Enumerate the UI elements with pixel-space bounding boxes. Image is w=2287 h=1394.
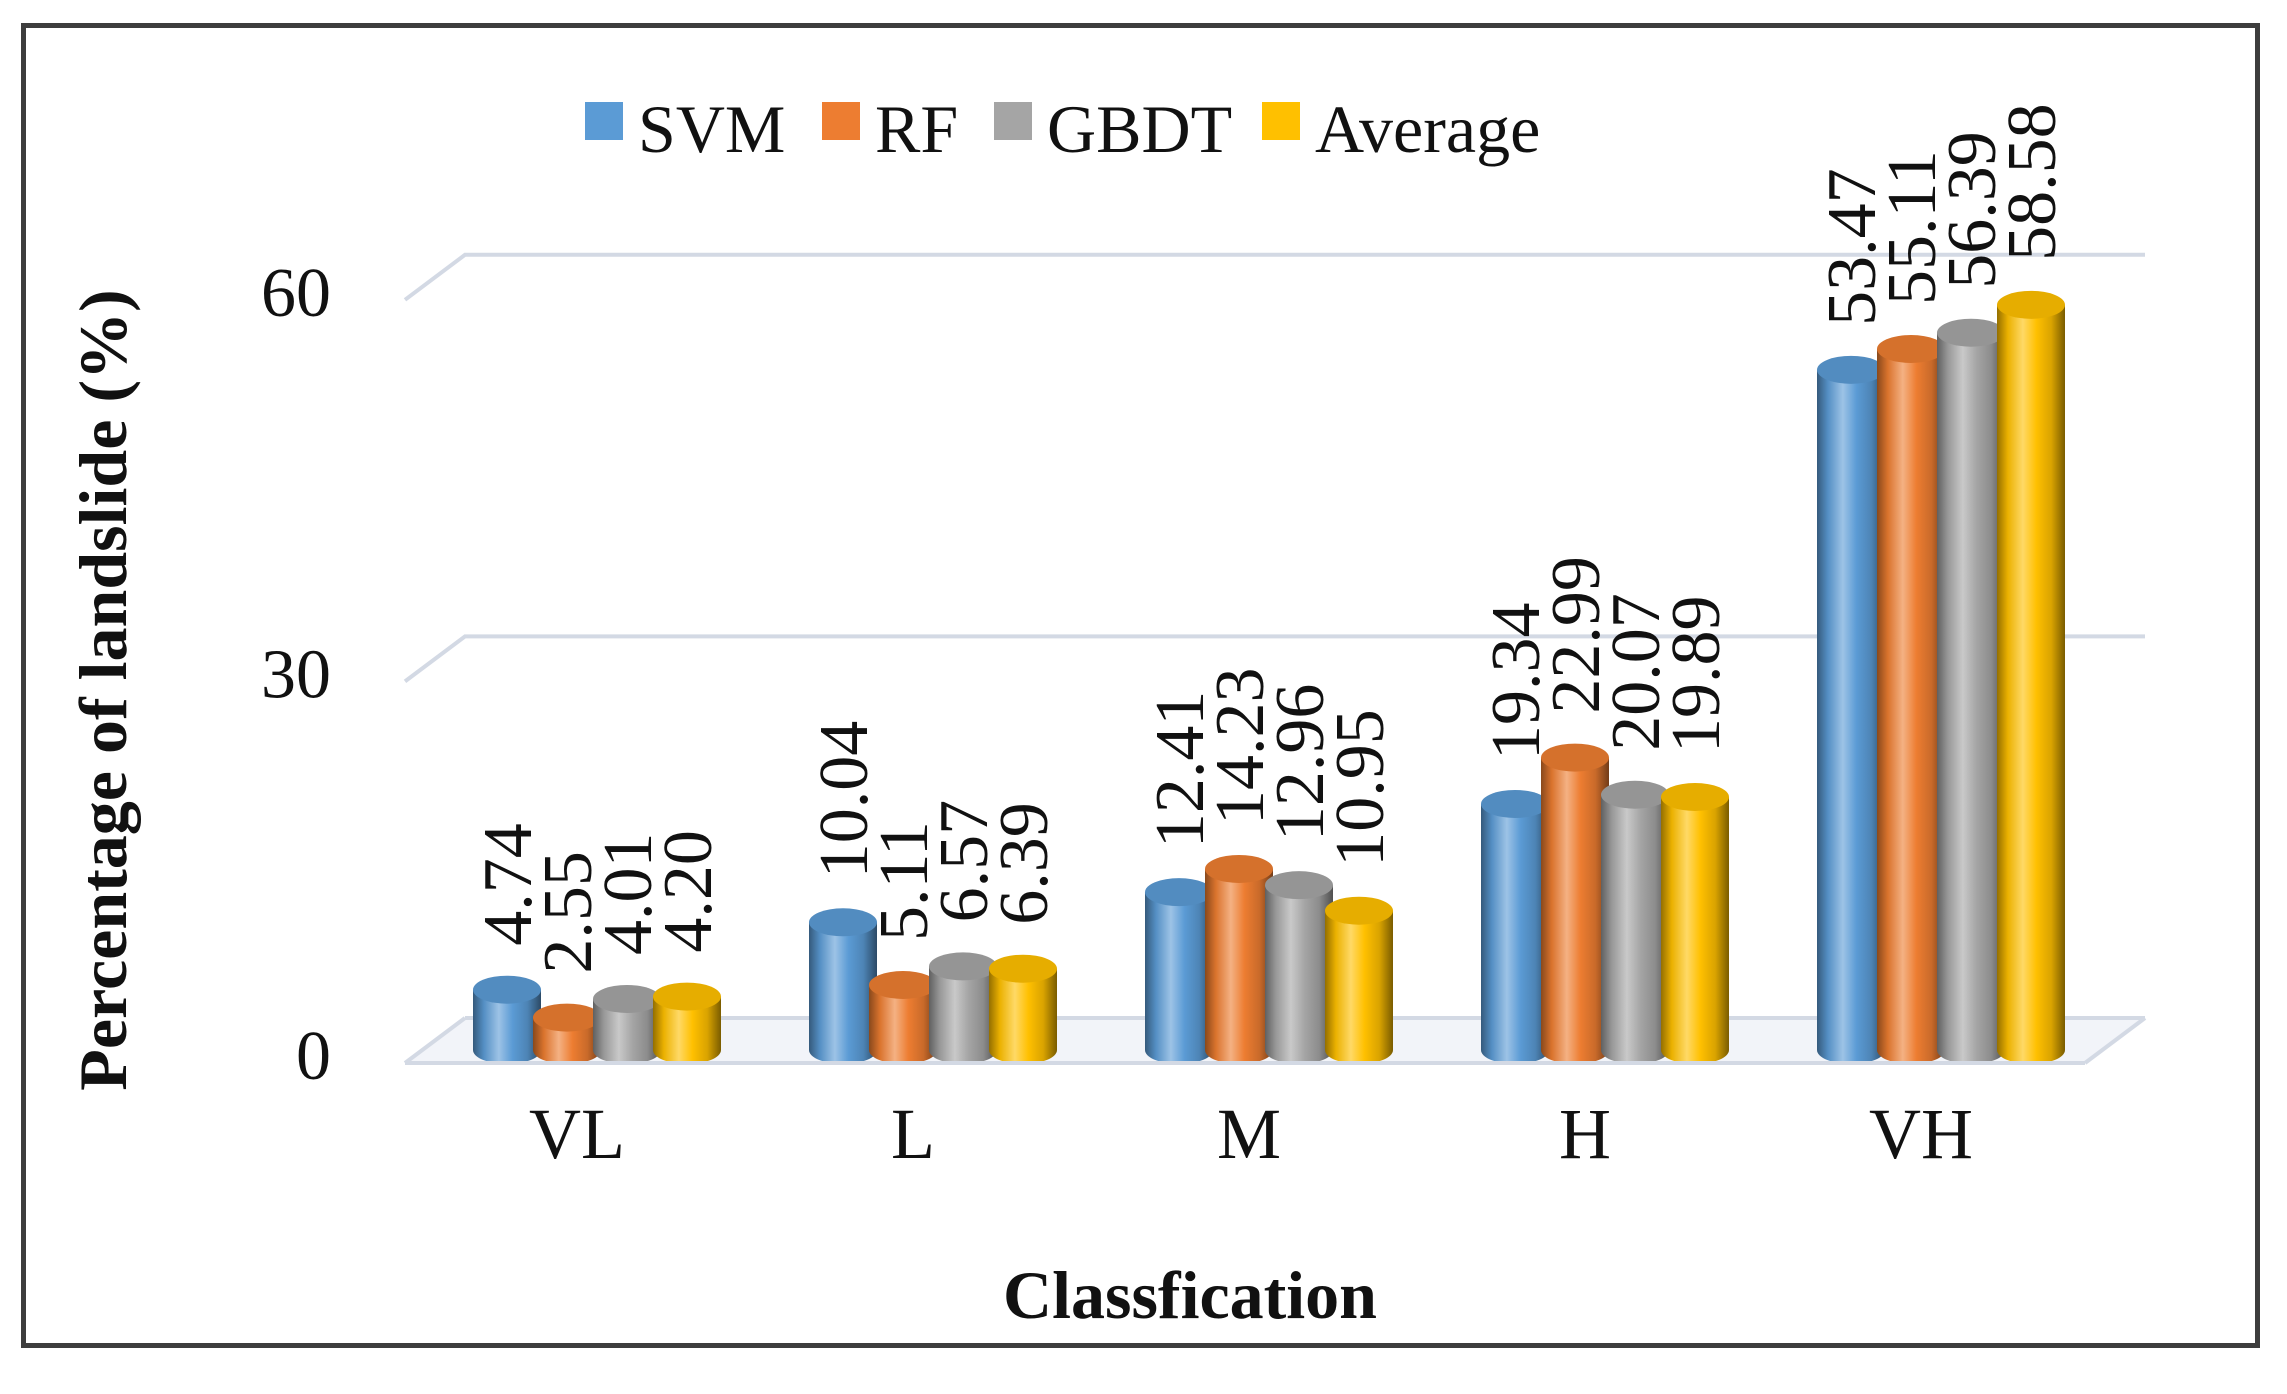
bar-top-Average-L — [989, 954, 1057, 983]
value-label-Average-VL: 4.20 — [650, 830, 727, 953]
value-label-SVM-VH: 53.47 — [1814, 168, 1891, 326]
value-label-Average-M: 10.95 — [1322, 709, 1399, 867]
legend-marker-GBDT — [994, 102, 1032, 140]
legend: SVM RF GBDT Average — [585, 91, 1540, 167]
value-label-RF-H: 22.99 — [1538, 556, 1615, 714]
value-label-GBDT-H: 20.07 — [1598, 593, 1675, 751]
y-tick-0: 0 — [296, 1018, 331, 1095]
bar-Average-VH — [1997, 304, 2065, 1064]
value-label-GBDT-VL: 4.01 — [590, 832, 667, 955]
bar-GBDT-H — [1601, 794, 1669, 1064]
value-labels: 4.742.554.014.20 10.045.116.576.39 12.4114… — [470, 103, 2071, 973]
bar-SVM-L — [809, 922, 877, 1064]
bar-top-GBDT-L — [929, 952, 997, 981]
bar-top-SVM-L — [809, 908, 877, 937]
chart-border — [21, 23, 2260, 1348]
y-tick-30: 30 — [261, 636, 331, 713]
legend-item-RF: RF — [822, 91, 958, 167]
legend-item-Average: Average — [1262, 91, 1540, 167]
x-category-labels: VL L M H VH — [529, 1094, 1973, 1174]
value-label-RF-VH: 55.11 — [1874, 150, 1951, 305]
bar-SVM-VH — [1817, 369, 1885, 1065]
x-category-M: M — [1217, 1094, 1281, 1174]
floor-right-edge — [2083, 1016, 2147, 1065]
legend-item-GBDT: GBDT — [994, 91, 1232, 167]
value-label-RF-VL: 2.55 — [530, 851, 607, 974]
bar-SVM-H — [1481, 803, 1549, 1064]
x-category-VH: VH — [1869, 1094, 1973, 1174]
legend-item-SVM: SVM — [585, 91, 785, 167]
bar-top-RF-VL — [533, 1003, 601, 1032]
bar-top-GBDT-H — [1601, 780, 1669, 809]
bar-GBDT-VH — [1937, 332, 2005, 1064]
x-category-H: H — [1559, 1094, 1611, 1174]
legend-label-GBDT: GBDT — [1047, 91, 1232, 167]
bar-top-SVM-M — [1145, 878, 1213, 907]
bar-Average-L — [989, 968, 1057, 1064]
gridline-60 — [403, 252, 2145, 302]
bar-Average-VL — [653, 996, 721, 1064]
y-axis-title: Percentage of landslide (%) — [65, 289, 141, 1090]
bars — [473, 290, 2065, 1065]
value-label-GBDT-VH: 56.39 — [1934, 131, 2011, 289]
value-label-SVM-L: 10.04 — [806, 721, 883, 879]
bar-top-Average-M — [1325, 896, 1393, 925]
value-label-RF-M: 14.23 — [1202, 667, 1279, 825]
value-label-SVM-VL: 4.74 — [470, 823, 547, 946]
value-label-SVM-M: 12.41 — [1142, 691, 1219, 849]
bar-top-GBDT-VL — [593, 984, 661, 1013]
gridline-30 — [403, 634, 2145, 683]
bar-top-RF-M — [1205, 854, 1273, 883]
floor-left-edge — [403, 1016, 467, 1065]
bar-top-SVM-H — [1481, 789, 1549, 818]
bar-SVM-VL — [473, 989, 541, 1064]
x-category-L: L — [891, 1094, 935, 1174]
bar-top-RF-VH — [1877, 335, 1945, 364]
bar-RF-M — [1205, 868, 1273, 1064]
bar-top-GBDT-VH — [1937, 318, 2005, 347]
value-label-GBDT-M: 12.96 — [1262, 684, 1339, 842]
value-label-GBDT-L: 6.57 — [926, 800, 1003, 923]
legend-label-SVM: SVM — [638, 91, 785, 167]
value-label-Average-VH: 58.58 — [1994, 103, 2071, 261]
value-label-RF-L: 5.11 — [866, 821, 943, 941]
bar-top-RF-L — [869, 971, 937, 1000]
bar-Average-H — [1661, 796, 1729, 1064]
bar-top-Average-VH — [1997, 290, 2065, 319]
bar-SVM-M — [1145, 892, 1213, 1064]
legend-marker-RF — [822, 102, 860, 140]
bar-top-GBDT-M — [1265, 871, 1333, 900]
bar-GBDT-L — [929, 966, 997, 1064]
legend-label-Average: Average — [1315, 91, 1540, 167]
value-label-Average-H: 19.89 — [1658, 595, 1735, 753]
legend-marker-Average — [1262, 102, 1300, 140]
x-category-VL: VL — [529, 1094, 625, 1174]
bar-top-Average-VL — [653, 982, 721, 1011]
legend-marker-SVM — [585, 102, 623, 140]
y-tick-60: 60 — [261, 255, 331, 332]
bar-GBDT-VL — [593, 998, 661, 1064]
bar-Average-M — [1325, 910, 1393, 1064]
x-axis-title: Classfication — [1003, 1257, 1377, 1333]
bar-top-Average-H — [1661, 782, 1729, 811]
bar-RF-H — [1541, 757, 1609, 1064]
gridlines — [403, 252, 2145, 683]
bar-top-SVM-VL — [473, 975, 541, 1004]
y-tick-labels: 0 30 60 — [261, 255, 331, 1095]
bar-top-SVM-VH — [1817, 355, 1885, 384]
value-label-Average-L: 6.39 — [986, 802, 1063, 925]
legend-label-RF: RF — [875, 91, 958, 167]
value-label-SVM-H: 19.34 — [1478, 602, 1555, 760]
bar-top-RF-H — [1541, 743, 1609, 772]
bar-GBDT-M — [1265, 885, 1333, 1064]
bar-RF-VH — [1877, 349, 1945, 1064]
bar-RF-L — [869, 985, 937, 1064]
